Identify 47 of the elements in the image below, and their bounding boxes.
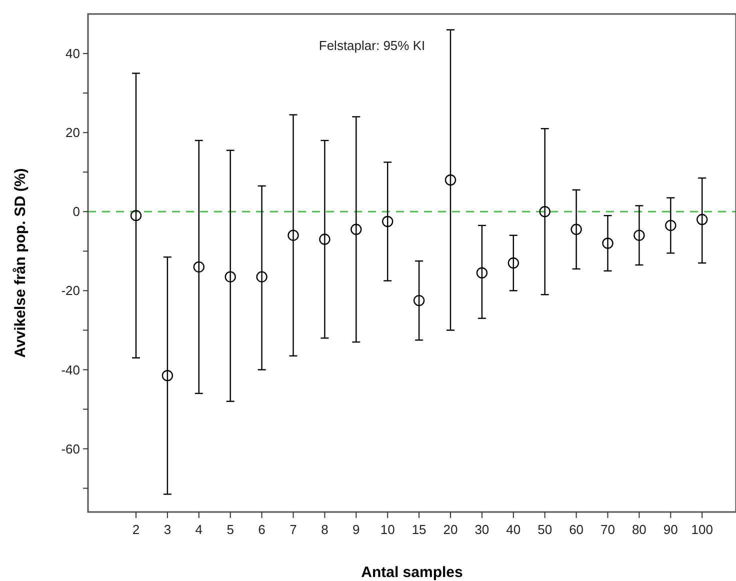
- x-tick-label: 10: [380, 522, 395, 537]
- x-tick-label: 7: [290, 522, 297, 537]
- x-tick-label: 4: [195, 522, 203, 537]
- point: [350, 224, 362, 236]
- point: [162, 370, 174, 382]
- point: [224, 271, 236, 282]
- x-tick-label: 60: [569, 522, 584, 537]
- x-tick-label: 30: [474, 522, 490, 537]
- x-tick-label: 9: [352, 522, 360, 537]
- y-tick-label: -20: [61, 283, 80, 298]
- x-tick-label: 2: [132, 522, 140, 537]
- y-axis-title: Avvikelse från pop. SD (%): [12, 168, 29, 358]
- point: [476, 267, 488, 278]
- y-tick-label: 40: [66, 46, 80, 62]
- point: [634, 230, 645, 241]
- y-tick-label: 0: [72, 204, 80, 220]
- point: [382, 216, 394, 228]
- point: [256, 271, 268, 282]
- x-tick-label: 50: [538, 522, 552, 537]
- x-tick-label: 40: [506, 522, 521, 537]
- x-tick-label: 6: [258, 522, 266, 537]
- x-tick-label: 80: [632, 522, 646, 537]
- point: [508, 257, 519, 269]
- point: [444, 174, 456, 186]
- x-tick-label: 100: [691, 522, 713, 537]
- x-tick-label: 5: [226, 522, 234, 537]
- point: [696, 214, 708, 226]
- x-tick-label: 20: [443, 522, 458, 537]
- x-tick-label: 15: [412, 522, 426, 537]
- point: [319, 234, 330, 245]
- x-tick-label: 8: [321, 522, 328, 537]
- y-tick-label: 20: [66, 125, 80, 140]
- x-axis-title: Antal samples: [361, 564, 463, 581]
- point: [413, 294, 425, 306]
- point: [193, 261, 204, 273]
- annotation: Felstaplar: 95% KI: [318, 38, 426, 53]
- y-tick-label: -60: [61, 441, 80, 456]
- x-tick-label: 3: [164, 522, 172, 537]
- point: [288, 230, 299, 241]
- x-tick-label: 90: [663, 522, 678, 537]
- point: [130, 210, 142, 222]
- point: [665, 220, 676, 232]
- x-tick-label: 70: [600, 522, 615, 537]
- point: [570, 224, 582, 236]
- y-tick-label: -40: [61, 362, 80, 378]
- point: [539, 206, 550, 218]
- point: [602, 238, 614, 249]
